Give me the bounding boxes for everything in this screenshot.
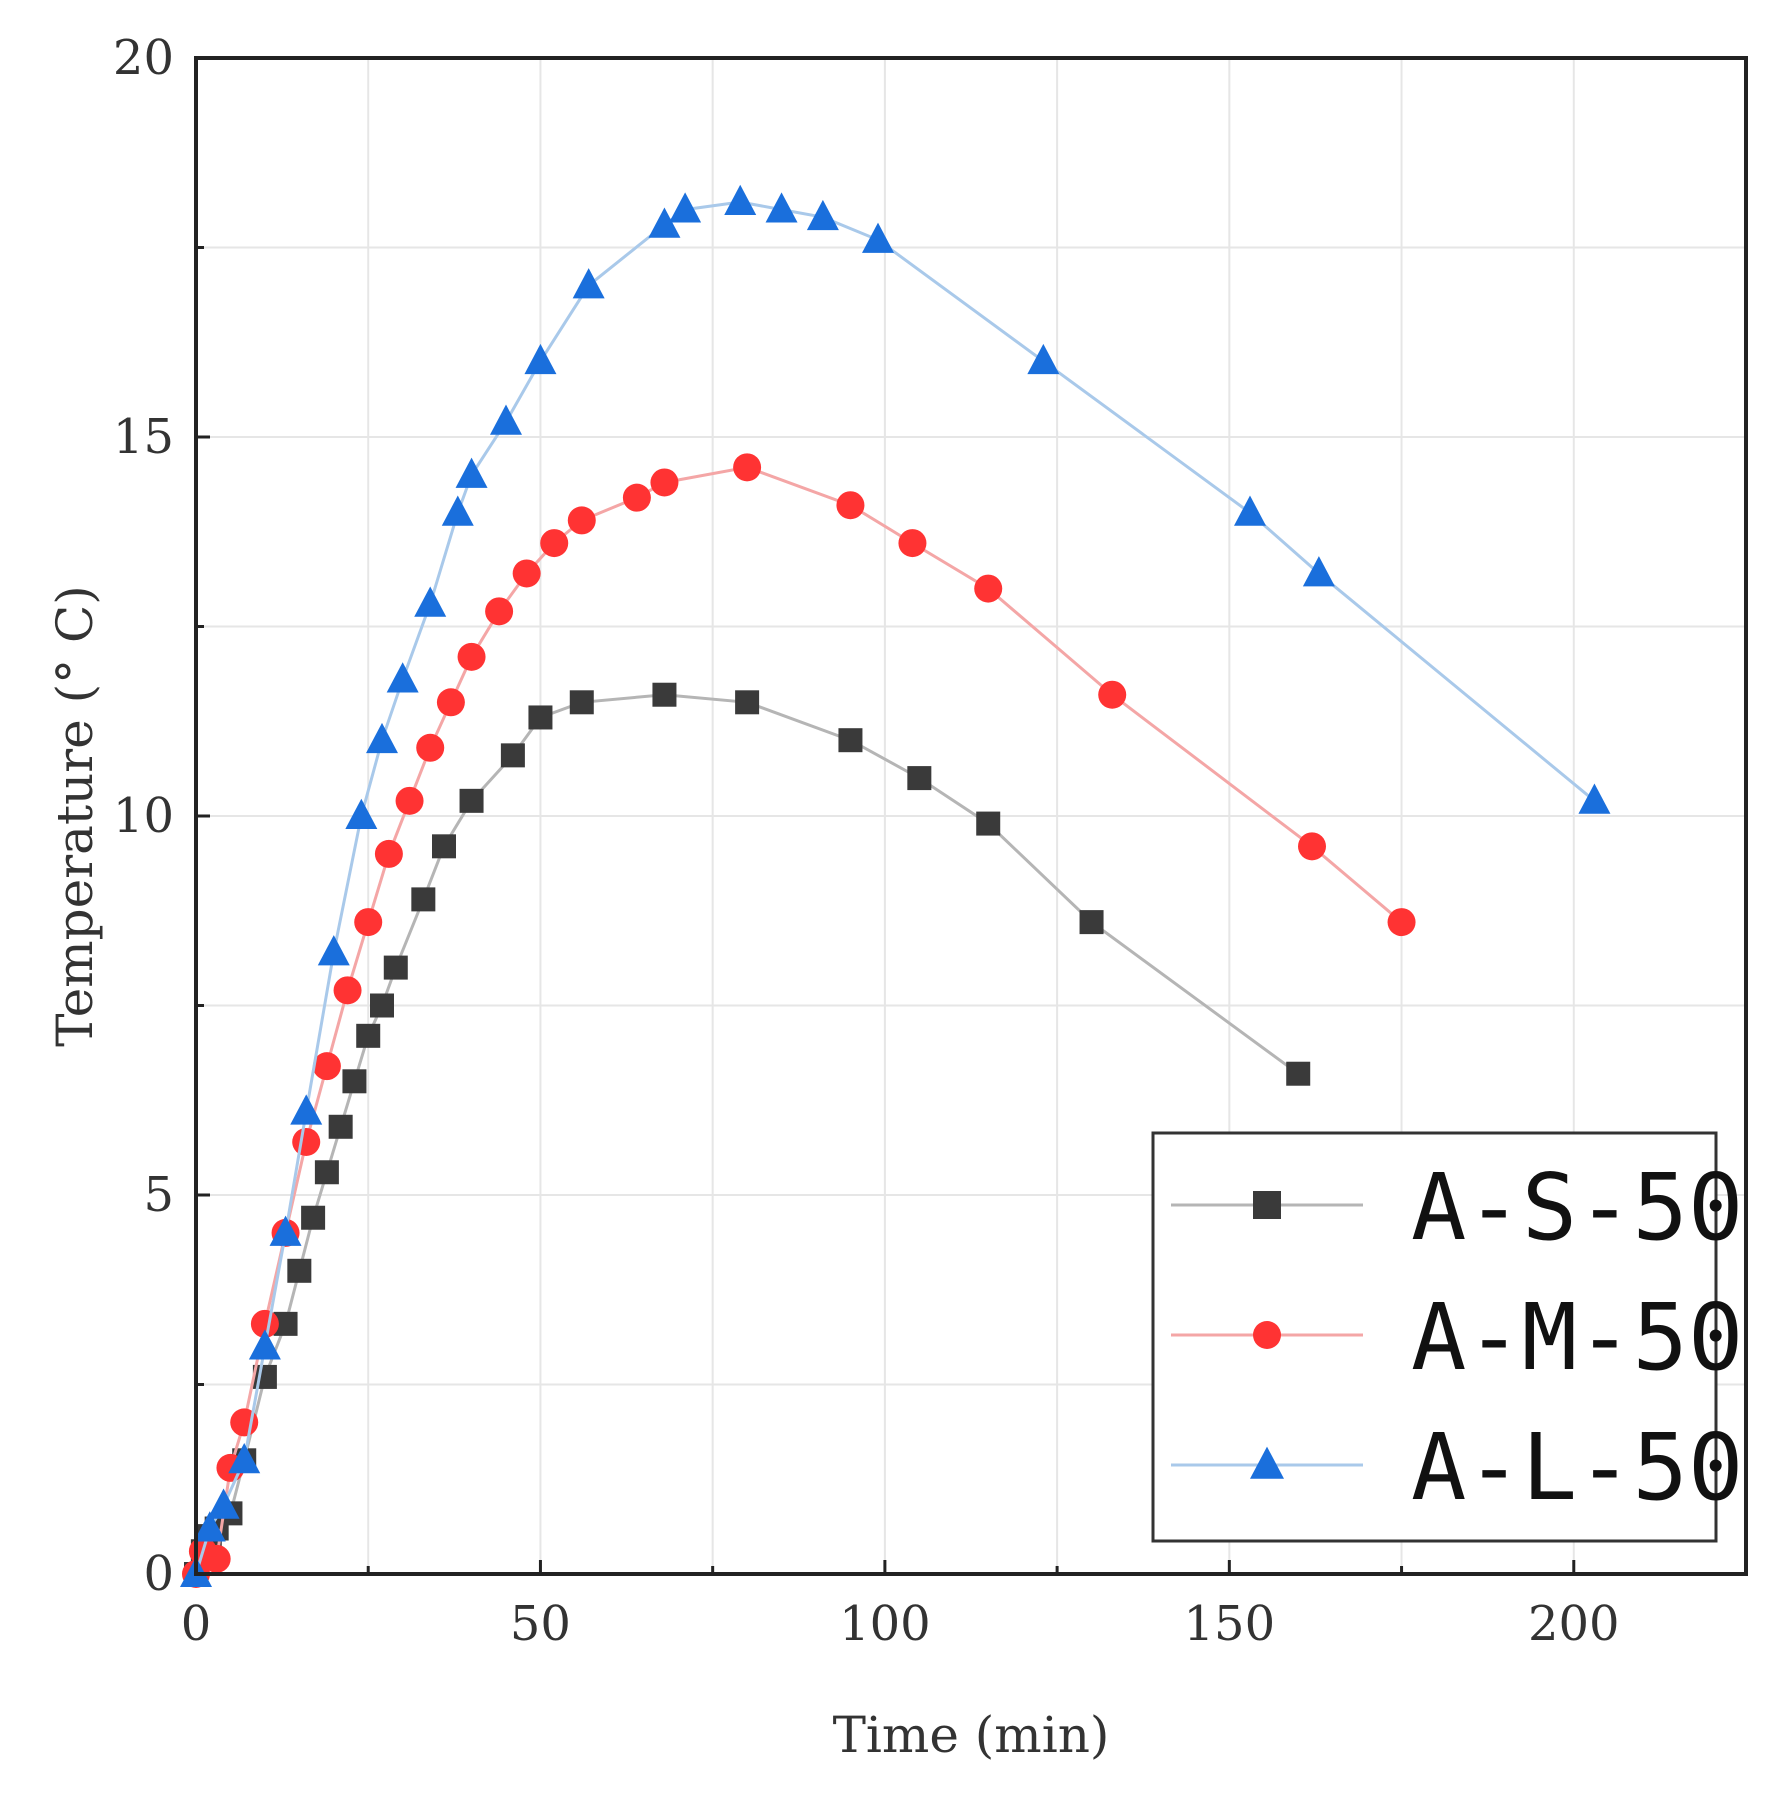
data-point-circle — [374, 839, 403, 868]
series-A-L-50 — [180, 184, 1611, 1587]
y-tick-label: 10 — [113, 788, 174, 844]
data-point-triangle — [862, 222, 894, 253]
data-point-circle — [292, 1127, 321, 1156]
data-point-triangle — [572, 268, 605, 299]
data-point-square — [1286, 1061, 1311, 1086]
y-tick-label: 0 — [143, 1546, 174, 1602]
legend-marker-square — [1253, 1191, 1281, 1219]
data-point-triangle — [648, 207, 681, 238]
data-point-triangle — [524, 343, 557, 375]
data-point-square — [976, 811, 1001, 836]
data-point-square — [1079, 910, 1104, 935]
y-axis-title: Temperature (° C) — [46, 585, 104, 1047]
data-point-triangle — [806, 199, 839, 231]
data-point-circle — [250, 1309, 279, 1338]
data-point-square — [432, 834, 456, 859]
grid-lines — [196, 58, 1746, 1574]
data-point-triangle — [414, 586, 447, 617]
axis-ticks: 0 50 100 150 200 0 5 10 15 20 — [113, 30, 1748, 1652]
data-point-circle — [202, 1544, 231, 1573]
x-tick-label: 150 — [1184, 1596, 1276, 1652]
legend-item: A-M-50 — [1171, 1284, 1743, 1391]
x-tick-label: 0 — [181, 1596, 212, 1652]
data-point-square — [287, 1258, 312, 1283]
y-tick-label: 20 — [113, 30, 174, 86]
data-point-circle — [312, 1052, 341, 1081]
data-point-square — [411, 887, 436, 912]
data-point-circle — [650, 468, 679, 497]
data-point-triangle — [366, 722, 398, 754]
data-point-circle — [395, 786, 424, 815]
data-point-triangle — [1578, 783, 1611, 814]
data-point-square — [328, 1114, 353, 1139]
legend-marker-triangle — [1250, 1446, 1284, 1479]
legend-item: A-S-50 — [1171, 1154, 1743, 1261]
data-point-circle — [540, 529, 569, 558]
data-point-square — [735, 690, 760, 715]
legend-marker-circle — [1253, 1321, 1281, 1349]
data-point-square — [528, 705, 553, 730]
data-point-circle — [733, 453, 762, 482]
data-point-triangle — [1302, 556, 1335, 587]
legend: A-S-50 A-M-50 A-L-50 — [1151, 1131, 1743, 1543]
data-point-triangle — [1027, 343, 1060, 375]
legend-label: A-M-50 — [1411, 1284, 1743, 1391]
x-tick-label: 50 — [510, 1596, 571, 1652]
data-point-circle — [974, 574, 1003, 603]
x-tick-label: 100 — [839, 1596, 931, 1652]
data-point-triangle — [765, 192, 798, 223]
legend-label: A-S-50 — [1411, 1154, 1743, 1261]
data-point-square — [907, 766, 932, 791]
data-point-circle — [1387, 908, 1416, 937]
data-point-square — [383, 955, 408, 980]
data-point-triangle — [386, 662, 419, 693]
data-point-triangle — [269, 1215, 302, 1246]
data-point-triangle — [490, 404, 522, 435]
data-point-square — [652, 682, 677, 707]
data-point-triangle — [248, 1329, 281, 1360]
data-point-triangle — [1234, 495, 1266, 526]
data-point-circle — [836, 491, 865, 520]
data-point-square — [356, 1023, 381, 1048]
data-point-circle — [436, 688, 465, 717]
legend-item: A-L-50 — [1171, 1414, 1743, 1521]
data-point-square — [314, 1160, 339, 1185]
legend-label: A-L-50 — [1411, 1414, 1743, 1521]
data-point-circle — [567, 506, 596, 535]
data-point-triangle — [441, 495, 474, 526]
data-point-triangle — [228, 1443, 261, 1474]
data-point-triangle — [669, 192, 702, 223]
data-point-circle — [416, 733, 445, 762]
data-point-circle — [622, 483, 651, 512]
data-point-triangle — [724, 184, 757, 215]
data-series — [180, 184, 1611, 1588]
data-point-circle — [457, 642, 486, 671]
data-point-square — [459, 788, 484, 813]
data-point-circle — [512, 559, 541, 588]
y-tick-label: 15 — [113, 409, 174, 465]
data-point-square — [342, 1069, 367, 1094]
data-point-circle — [333, 976, 362, 1005]
data-point-square — [301, 1205, 326, 1230]
data-point-square — [569, 690, 594, 715]
data-point-circle — [485, 597, 514, 626]
data-point-triangle — [455, 457, 488, 488]
data-point-circle — [354, 908, 383, 937]
data-point-square — [370, 993, 394, 1018]
legend-box — [1151, 1131, 1718, 1543]
data-point-circle — [898, 529, 927, 558]
data-point-triangle — [290, 1094, 323, 1125]
data-point-triangle — [207, 1488, 240, 1519]
data-point-square — [500, 743, 525, 768]
x-tick-label: 200 — [1528, 1596, 1620, 1652]
data-point-square — [838, 728, 863, 753]
data-point-triangle — [345, 798, 378, 829]
data-point-triangle — [193, 1511, 226, 1542]
data-point-circle — [1298, 832, 1326, 861]
data-point-triangle — [317, 935, 350, 966]
data-point-circle — [1098, 680, 1127, 709]
x-axis-title: Time (min) — [833, 1706, 1110, 1764]
y-tick-label: 5 — [143, 1167, 174, 1223]
